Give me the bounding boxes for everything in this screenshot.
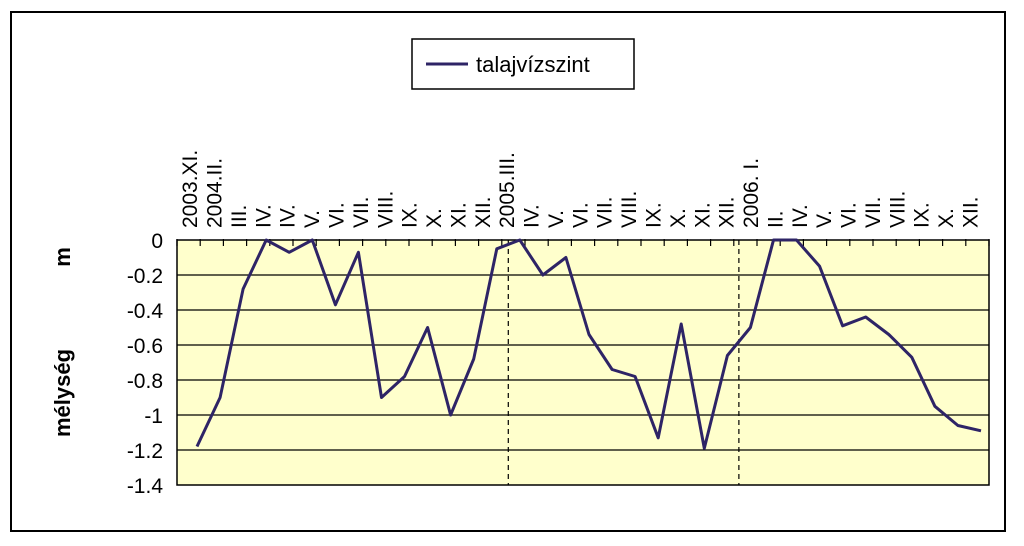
y-tick-label: -1.2 xyxy=(127,440,163,463)
y-axis-label: mélység xyxy=(50,349,75,437)
x-tick-label: VII. xyxy=(862,196,885,228)
y-tick-label: -0.2 xyxy=(127,265,163,288)
legend-box xyxy=(411,38,635,90)
y-tick-label: 0 xyxy=(151,230,163,253)
x-tick-label: V. xyxy=(301,210,324,228)
x-tick-label: VIII. xyxy=(374,191,397,228)
x-tick-label: III. xyxy=(228,205,251,228)
x-tick-label: IV. xyxy=(277,204,300,228)
x-tick-label: X. xyxy=(423,208,446,228)
x-tick-label: XII. xyxy=(716,196,739,228)
y-tick-label: -1.4 xyxy=(127,475,164,498)
y-tick-label: -1 xyxy=(144,405,163,428)
series-line-talajvizszint xyxy=(195,238,982,450)
x-tick-label: 2004.II. xyxy=(204,158,227,228)
x-tick-label: VIII. xyxy=(886,191,909,228)
x-tick-label: VI. xyxy=(325,202,348,228)
x-tick-label: IX. xyxy=(911,202,934,228)
line-chart: 0 -0.2 -0.4 -0.6 -0.8 -1 -1.2 -1.4 2003.XI. 2004.… xyxy=(50,38,990,498)
x-tick-label: 2006. I. xyxy=(740,158,763,228)
x-tick-label: VII. xyxy=(350,196,373,228)
x-tick-label: X. xyxy=(667,208,690,228)
x-tick-label: VII. xyxy=(594,196,617,228)
x-tick-label: XI. xyxy=(691,202,714,228)
legend: talajvízszint xyxy=(411,38,635,90)
x-tick-label: VIII. xyxy=(618,191,641,228)
x-tick-label: IV. xyxy=(521,204,544,228)
x-tick-label: 2003.XI. xyxy=(179,150,202,228)
plot-area xyxy=(176,239,990,486)
chart-frame: 0 -0.2 -0.4 -0.6 -0.8 -1 -1.2 -1.4 2003.XI. 2004.… xyxy=(10,11,1006,532)
legend-label: talajvízszint xyxy=(476,52,590,77)
y-tick-label: -0.6 xyxy=(127,335,163,358)
x-tick-label: II. xyxy=(764,210,787,228)
x-tick-label: XII. xyxy=(959,196,982,228)
x-tick-label: IV. xyxy=(252,204,275,228)
x-tick-label: IX. xyxy=(642,202,665,228)
x-tick-label: VI. xyxy=(569,202,592,228)
x-tick-label: XI. xyxy=(447,202,470,228)
y-tick-label: -0.8 xyxy=(127,370,163,393)
x-tick-label: IV. xyxy=(789,204,812,228)
x-tick-label: IX. xyxy=(399,202,422,228)
x-tick-label: 2005.III. xyxy=(496,152,519,228)
x-tick-label: X. xyxy=(935,208,958,228)
y-axis-unit: m xyxy=(50,247,75,267)
x-tick-label: V. xyxy=(545,210,568,228)
x-tick-label: XII. xyxy=(472,196,495,228)
y-tick-label: -0.4 xyxy=(127,300,164,323)
x-tick-label: V. xyxy=(813,210,836,228)
x-tick-label: VI. xyxy=(838,202,861,228)
